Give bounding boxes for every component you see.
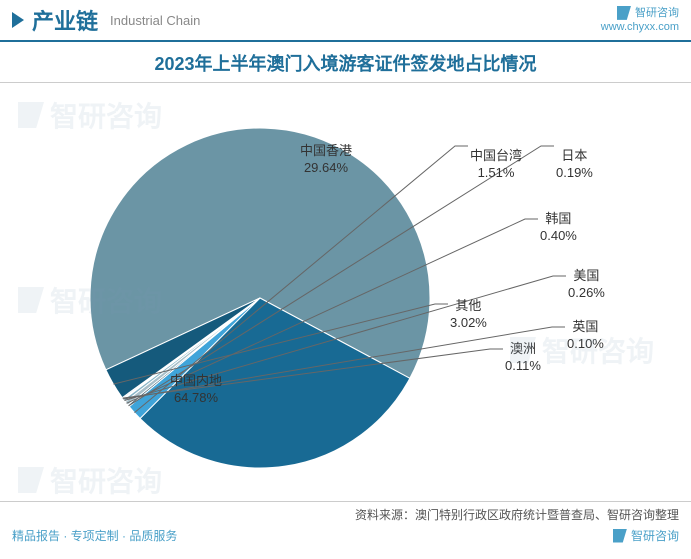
data-source: 资料来源：澳门特别行政区政府统计暨普查局、智研咨询整理: [0, 502, 691, 523]
footer-brand: 智研咨询: [631, 527, 679, 544]
brand-logo-icon: [617, 6, 631, 20]
slice-label: 日本0.19%: [556, 148, 593, 182]
slice-label: 中国台湾1.51%: [470, 148, 522, 182]
slice-label: 英国0.10%: [567, 319, 604, 353]
header-left: 产业链 Industrial Chain: [12, 4, 200, 36]
header-title-en: Industrial Chain: [110, 13, 200, 28]
header: 产业链 Industrial Chain 智研咨询 www.chyxx.com: [0, 0, 691, 40]
slice-label: 美国0.26%: [568, 268, 605, 302]
slice-label: 中国内地64.78%: [170, 373, 222, 407]
slice-label: 澳洲0.11%: [505, 341, 541, 375]
brand-name: 智研咨询: [635, 6, 679, 20]
footer-right: 智研咨询: [613, 527, 679, 544]
header-divider: [0, 40, 691, 42]
footer-logo-icon: [613, 529, 627, 543]
chart-title: 2023年上半年澳门入境游客证件签发地占比情况: [0, 50, 691, 76]
slice-label: 中国香港29.64%: [300, 143, 352, 177]
brand-url: www.chyxx.com: [601, 20, 679, 34]
header-brand: 智研咨询 www.chyxx.com: [601, 6, 679, 35]
footer-left: 精品报告 · 专项定制 · 品质服务: [12, 527, 177, 544]
chart-area: 中国内地64.78% 中国香港29.64% 中国台湾1.51% 日本0.19% 韩国0.…: [0, 82, 691, 502]
slice-label: 韩国0.40%: [540, 211, 577, 245]
header-title-cn: 产业链: [32, 4, 98, 36]
footer: 精品报告 · 专项定制 · 品质服务 智研咨询: [0, 523, 691, 550]
slice-label: 其他3.02%: [450, 298, 487, 332]
arrow-icon: [12, 12, 24, 28]
